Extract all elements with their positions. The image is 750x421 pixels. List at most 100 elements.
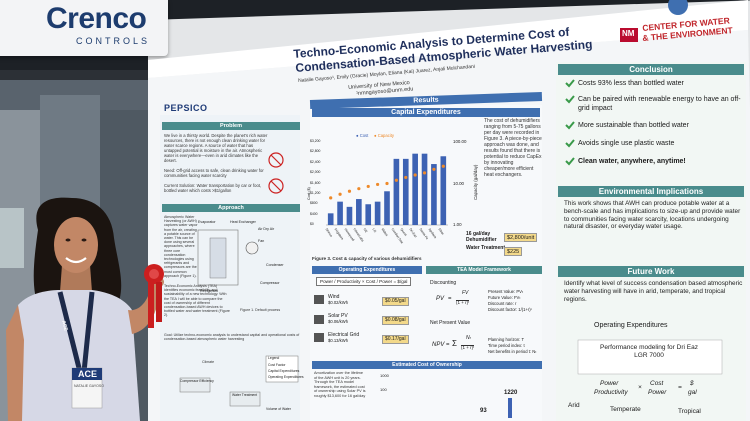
cost-bar bbox=[421, 153, 428, 225]
opex-item-value: $0.02/kWh bbox=[328, 300, 349, 305]
capacity-point bbox=[441, 164, 445, 168]
npv-lhs: NPV bbox=[432, 342, 445, 348]
fig1-label: Heat Exchanger bbox=[230, 220, 256, 224]
conclusion-item: More sustainable than bottled water bbox=[578, 122, 689, 129]
cost-bar bbox=[337, 201, 343, 225]
future-cost: Cost bbox=[650, 380, 664, 387]
opex-power: Power bbox=[320, 279, 334, 284]
fig1-label: Compressor bbox=[260, 281, 280, 285]
capex-text: The cost of dehumidifiers ranging from 5… bbox=[484, 118, 542, 178]
chart-right-axis-label: Capacity (gal/day) bbox=[473, 164, 478, 200]
future-power: Power bbox=[600, 380, 619, 387]
pv-desc: Present Value: PVₜ bbox=[488, 289, 524, 294]
capacity-point bbox=[394, 178, 398, 182]
cost-bar bbox=[402, 158, 409, 225]
approach-header: Approach bbox=[162, 204, 300, 212]
booth-sign: S Crenco CONTROLS bbox=[0, 0, 168, 56]
npv-desc: Time period index: t bbox=[488, 343, 525, 348]
capacity-point bbox=[329, 196, 333, 200]
capacity-point bbox=[376, 182, 380, 187]
capex-item-label: 16 gal/day Dehumidifier bbox=[466, 231, 497, 243]
fig1-caption: Figure 1. Default process bbox=[240, 308, 281, 312]
fig1-label: Evaporator bbox=[198, 220, 216, 224]
opex-item-value: $0.06/kWh bbox=[328, 319, 349, 324]
capex-item-value: $2,800/unit bbox=[504, 233, 538, 243]
cost-bar bbox=[431, 164, 437, 225]
npv-num: Nₜ bbox=[466, 335, 472, 341]
cost-bar bbox=[374, 201, 381, 225]
fig3-caption: Figure 3. Cost & capacity of various deh… bbox=[312, 256, 422, 261]
research-poster: Techno-Economic Analysis to Determine Co… bbox=[148, 0, 750, 421]
fig1-label: Fan bbox=[258, 239, 265, 243]
chart-legend-cost: ● Cost bbox=[356, 133, 369, 138]
chart-left-tick: $2,400 bbox=[310, 159, 321, 164]
opex-item-label: Solar PV bbox=[328, 313, 348, 319]
opex-gal: /gal bbox=[399, 279, 408, 284]
chart-left-tick: $1,600 bbox=[310, 180, 321, 185]
capacity-point bbox=[357, 187, 361, 191]
opex-header: Operating Expenditures bbox=[312, 266, 422, 274]
opex-cost: Cost bbox=[365, 279, 376, 284]
capacity-point bbox=[404, 175, 408, 180]
pv-desc: Discount factor: 1/(1+r)ᵗ bbox=[488, 307, 532, 312]
future-equals: = bbox=[678, 384, 682, 391]
conclusion-item: Costs 93% less than bottled water bbox=[578, 80, 684, 87]
cost-bar bbox=[412, 153, 418, 225]
chart-right-tick: 10.00 bbox=[453, 180, 464, 186]
fig1-label: Air Dry Air bbox=[258, 227, 275, 231]
opex-equals: = bbox=[393, 279, 398, 284]
future-climate-label: Temperate bbox=[610, 406, 641, 413]
tea-intro-text: Techno-Economic Analysis (TEA) identifie… bbox=[164, 284, 230, 318]
npv-desc: Planning horizon: T bbox=[488, 337, 525, 342]
future-productivity: Productivity bbox=[594, 389, 628, 396]
chart-left-tick: $0 bbox=[310, 222, 314, 226]
future-dollar: $ bbox=[690, 380, 694, 387]
chart-right-tick: 100.00 bbox=[453, 139, 467, 144]
problem-header: Problem bbox=[162, 122, 300, 130]
opex-times: × bbox=[361, 279, 366, 284]
chart-right-tick: 1.00 bbox=[453, 222, 462, 227]
capacity-point bbox=[422, 171, 427, 175]
chart-legend-capacity: ● Capacity bbox=[374, 133, 394, 138]
current-solution-text: Current Solution: Water transportation b… bbox=[164, 183, 262, 193]
pv-fv: FV bbox=[462, 290, 469, 296]
cost-bar bbox=[346, 206, 353, 225]
unm-monogram: NM bbox=[622, 29, 635, 38]
future-gal: gal bbox=[688, 389, 697, 396]
opex-item-result: $0.17/gal bbox=[382, 335, 409, 344]
toc-value: 1220 bbox=[504, 390, 518, 396]
capex-chart bbox=[326, 153, 448, 226]
fig2-label: Legend bbox=[268, 356, 280, 360]
future-opex-label: Operating Expenditures bbox=[594, 322, 668, 329]
opex-power2: / Power bbox=[375, 279, 394, 284]
npv-eq: = bbox=[446, 342, 450, 348]
future-power2: Power bbox=[648, 389, 667, 396]
approach-text: Atmospheric Water Harvesting (or AWH) ca… bbox=[164, 215, 198, 278]
capex-item-value: $225 bbox=[504, 247, 523, 257]
future-text: Identify what level of success condensat… bbox=[564, 280, 743, 303]
opex-item-value: $0.13/kWh bbox=[328, 338, 349, 343]
cost-bar bbox=[327, 213, 334, 225]
check-icon bbox=[565, 139, 575, 148]
fig1-label: Condenser bbox=[266, 263, 284, 267]
pv-desc: Discount rate: r bbox=[488, 301, 517, 306]
cost-bar bbox=[356, 199, 362, 225]
npv-sum: Σ bbox=[452, 339, 457, 348]
chart-left-tick: $2,800 bbox=[310, 149, 321, 154]
capacity-point bbox=[385, 181, 389, 186]
capacity-point bbox=[347, 189, 352, 193]
badge-name: NATALIE GAYOSO bbox=[74, 384, 104, 388]
opex-item-result: $0.05/gal bbox=[382, 297, 409, 306]
future-times: × bbox=[638, 384, 642, 391]
capacity-point bbox=[366, 184, 370, 189]
check-icon bbox=[565, 157, 575, 166]
env-header: Environmental Implications bbox=[558, 186, 744, 197]
capex-item-label: Water Treatment bbox=[466, 245, 505, 251]
npv-den: (1 + r)ᵗ bbox=[461, 345, 475, 350]
capex-header: Capital Expenditures bbox=[312, 108, 540, 117]
pv-eq: = bbox=[448, 296, 452, 302]
conclusion-item: Can be paired with renewable energy to h… bbox=[578, 96, 741, 112]
chart-left-tick: $800 bbox=[310, 201, 318, 206]
fig2-label: Operating Expenditures bbox=[268, 375, 304, 379]
conclusion-item: Clean water, anywhere, anytime! bbox=[578, 158, 686, 165]
